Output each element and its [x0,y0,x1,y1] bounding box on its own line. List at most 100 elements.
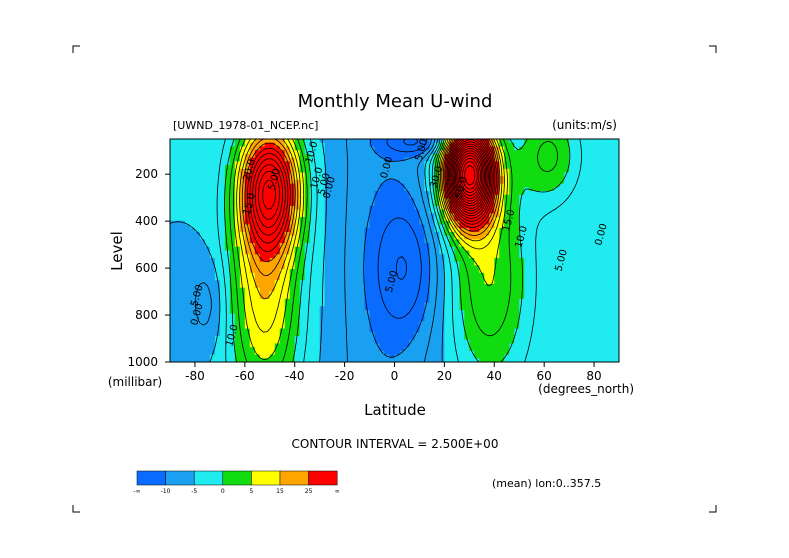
field-cell [274,287,281,292]
field-cell [354,317,361,322]
field-cell [369,142,376,148]
field-cell [429,335,436,341]
field-cell [469,354,475,359]
field-cell [584,146,590,151]
field-cell [189,358,196,362]
field-cell [494,198,500,203]
field-cell [379,287,386,292]
field-cell [514,313,520,318]
field-cell [389,306,396,311]
field-cell [299,302,306,307]
field-cell [539,243,545,248]
field-cell [429,228,436,233]
field-cell [414,309,421,315]
field-cell [554,146,560,151]
field-cell [379,165,386,170]
field-cell [199,350,206,356]
field-cell [474,217,480,222]
field-cell [269,358,276,362]
field-cell [359,298,366,304]
field-cell [264,283,271,289]
field-cell [429,317,436,322]
field-cell [269,220,276,226]
field-cell [229,347,236,352]
field-cell [459,302,465,307]
field-cell [449,231,455,237]
field-cell [289,347,296,352]
field-cell [219,324,226,330]
field-cell [309,187,316,192]
field-cell [209,235,216,240]
field-cell [214,354,221,359]
field-cell [484,328,490,333]
field-cell [274,187,281,192]
field-cell [534,172,540,177]
field-cell [329,347,336,352]
field-cell [399,335,406,341]
field-cell [299,265,306,270]
field-cell [284,139,291,144]
field-cell [354,302,361,307]
field-cell [349,261,356,266]
field-cell [269,276,276,281]
field-cell [489,339,495,345]
field-cell [174,324,181,330]
field-cell [489,239,495,244]
field-cell [264,243,271,248]
field-cell [494,220,500,226]
field-cell [574,295,580,300]
field-cell [324,280,331,285]
field-cell [329,150,336,155]
field-cell [534,239,540,244]
field-cell [174,187,181,192]
field-cell [194,172,201,177]
field-cell [384,198,391,203]
field-cell [534,291,540,296]
field-cell [524,328,530,333]
field-cell [359,139,366,144]
field-cell [174,358,181,362]
field-cell [534,254,540,259]
field-cell [544,317,550,322]
field-cell [499,217,505,222]
field-cell [174,217,181,222]
field-cell [189,202,196,207]
field-cell [264,220,271,226]
field-cell [539,246,545,252]
field-cell [264,358,271,362]
field-cell [299,157,306,162]
field-cell [539,287,545,292]
field-cell [569,317,575,322]
field-cell [524,298,530,304]
field-cell [489,283,495,289]
field-cell [329,220,336,226]
field-cell [399,317,406,322]
field-cell [309,291,316,296]
field-cell [344,261,351,266]
field-cell [374,306,381,311]
field-cell [359,313,366,318]
field-cell [204,228,211,233]
field-cell [454,243,460,248]
field-cell [394,261,401,266]
field-cell [354,265,361,270]
field-cell [359,347,366,352]
field-cell [439,209,445,214]
field-cell [179,283,186,289]
field-cell [549,243,555,248]
field-cell [319,205,326,211]
field-cell [574,157,580,162]
field-cell [569,261,575,266]
field-cell [394,354,401,359]
field-cell [479,339,485,345]
field-cell [189,339,196,345]
field-cell [484,231,490,237]
field-cell [429,191,436,196]
field-cell [369,280,376,285]
field-cell [554,354,560,359]
field-cell [544,295,550,300]
field-cell [344,257,351,263]
field-cell [559,183,565,188]
field-cell [454,146,460,151]
field-cell [239,235,246,240]
